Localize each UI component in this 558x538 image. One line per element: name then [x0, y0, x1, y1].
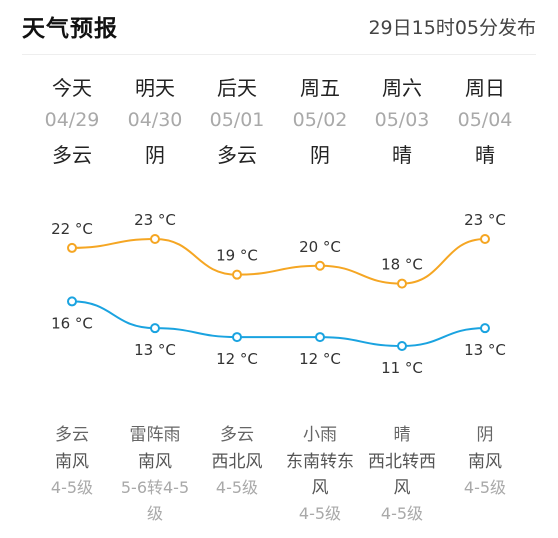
- day-date: 04/30: [127, 109, 183, 131]
- high-temp-point: [232, 269, 242, 280]
- day-column[interactable]: 周六 05/03 晴: [359, 72, 445, 168]
- day-name: 后天: [217, 76, 257, 100]
- wind-level: 4-5级: [50, 478, 94, 497]
- day-name: 周六: [382, 76, 422, 100]
- day-column[interactable]: 明天 04/30 阴: [112, 72, 198, 168]
- low-temp-label: 11 °C: [381, 359, 423, 377]
- wind-level: 5-6转4-5级: [120, 478, 190, 523]
- wind-direction: 南风: [138, 452, 172, 472]
- day-name: 周日: [465, 76, 505, 100]
- high-temp-label: 22 °C: [51, 220, 93, 238]
- day-date: 05/04: [457, 109, 513, 131]
- wind-level: 4-5级: [298, 504, 342, 523]
- low-temp-label: 12 °C: [216, 350, 258, 368]
- day-date: 04/29: [44, 109, 100, 131]
- low-temp-label: 13 °C: [134, 341, 176, 359]
- page-title: 天气预报: [22, 16, 118, 42]
- high-temp-label: 20 °C: [299, 238, 341, 256]
- divider: [22, 54, 536, 55]
- high-temp-point: [397, 278, 407, 289]
- low-temp-point: [232, 332, 242, 343]
- low-temp-label: 16 °C: [51, 314, 93, 332]
- night-weather: 阴: [476, 425, 494, 445]
- day-weather: 多云: [217, 143, 257, 167]
- wind-direction: 西北转西风: [368, 452, 436, 498]
- high-temp-point: [480, 234, 490, 244]
- night-column: 小雨 东南转东风 4-5级: [277, 420, 363, 527]
- day-name: 明天: [135, 76, 175, 100]
- low-temp-point: [480, 323, 490, 334]
- night-column: 多云 西北风 4-5级: [194, 420, 280, 501]
- day-weather: 晴: [475, 143, 495, 167]
- wind-direction: 东南转东风: [286, 452, 354, 498]
- low-temp-label: 12 °C: [299, 350, 341, 368]
- night-weather: 多云: [220, 425, 254, 445]
- day-weather: 晴: [392, 143, 412, 167]
- day-weather: 多云: [52, 143, 92, 167]
- wind-direction: 南风: [55, 452, 89, 472]
- high-temp-line: [71, 237, 486, 285]
- wind-direction: 南风: [468, 452, 502, 472]
- day-name: 周五: [300, 76, 340, 100]
- night-column: 阴 南风 4-5级: [442, 420, 528, 501]
- low-temp-line: [71, 300, 486, 348]
- low-temp-point: [67, 296, 77, 307]
- day-date: 05/03: [374, 109, 430, 131]
- night-weather: 多云: [55, 425, 89, 445]
- day-date: 05/01: [209, 109, 265, 131]
- high-temp-label: 23 °C: [134, 211, 176, 229]
- day-column[interactable]: 后天 05/01 多云: [194, 72, 280, 168]
- wind-level: 4-5级: [463, 478, 507, 497]
- temperature-chart: 22 °C 23 °C 19 °C 20 °C 18 °C 23 °C 16 °C 13 °C…: [51, 211, 506, 377]
- header: 天气预报 29日15时05分发布: [22, 0, 536, 52]
- day-column[interactable]: 周五 05/02 阴: [277, 72, 363, 168]
- high-temp-label: 18 °C: [381, 256, 423, 274]
- night-weather: 雷阵雨: [129, 425, 181, 445]
- day-date: 05/02: [292, 109, 348, 131]
- night-column: 多云 南风 4-5级: [29, 420, 115, 501]
- night-weather: 小雨: [303, 425, 337, 445]
- high-temp-point: [150, 234, 160, 244]
- low-temp-point: [315, 332, 325, 343]
- day-weather: 阴: [310, 143, 330, 167]
- day-weather: 阴: [145, 143, 165, 167]
- wind-direction: 西北风: [211, 452, 263, 472]
- high-temp-label: 23 °C: [464, 211, 506, 229]
- night-weather: 晴: [393, 425, 411, 445]
- night-column: 晴 西北转西风 4-5级: [359, 420, 445, 527]
- publish-time: 29日15时05分发布: [368, 16, 536, 39]
- night-column: 雷阵雨 南风 5-6转4-5级: [112, 420, 198, 527]
- high-temp-point: [67, 242, 77, 253]
- wind-level: 4-5级: [215, 478, 259, 497]
- high-temp-label: 19 °C: [216, 247, 258, 265]
- day-column[interactable]: 周日 05/04 晴: [442, 72, 528, 168]
- low-temp-point: [397, 341, 407, 351]
- day-column[interactable]: 今天 04/29 多云: [29, 72, 115, 168]
- day-name: 今天: [52, 76, 92, 100]
- wind-level: 4-5级: [380, 504, 424, 523]
- low-temp-point: [150, 323, 160, 334]
- high-temp-point: [315, 260, 325, 271]
- low-temp-label: 13 °C: [464, 341, 506, 359]
